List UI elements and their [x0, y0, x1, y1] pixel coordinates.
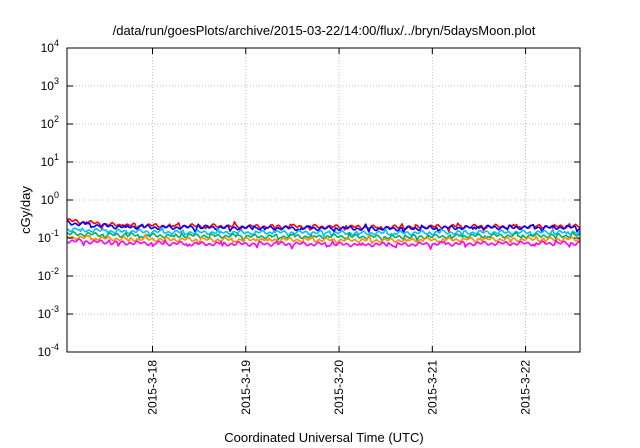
y-tick-label: 102 [41, 114, 59, 131]
plot-frame [66, 47, 581, 353]
x-axis: 2015-3-18 2015-3-19 2015-3-20 2015-3-21 2015… [146, 48, 533, 415]
y-tick-label: 103 [41, 76, 59, 93]
y-tick-label: 10-4 [38, 342, 59, 359]
y-axis: 10-4 10-3 10-2 10-1 100 101 102 103 104 [38, 38, 580, 359]
x-tick-label: 2015-3-21 [425, 360, 439, 415]
y-tick-label: 100 [41, 190, 59, 207]
chart-title: /data/run/goesPlots/archive/2015-03-22/1… [113, 23, 536, 38]
series-line [66, 233, 581, 247]
x-tick-label: 2015-3-18 [146, 360, 160, 415]
series-line [66, 218, 580, 233]
x-tick-label: 2015-3-20 [332, 360, 346, 415]
y-tick-label: 104 [41, 38, 59, 55]
grid [67, 48, 580, 352]
series-line [66, 238, 581, 250]
series-line [66, 230, 581, 243]
series-line [66, 226, 581, 239]
x-tick-label: 2015-3-22 [519, 360, 533, 415]
y-tick-label: 101 [41, 152, 59, 169]
y-tick-label: 10-1 [38, 228, 59, 245]
series-line [66, 220, 581, 234]
y-axis-label: cGy/day [18, 186, 33, 234]
y-tick-label: 10-3 [38, 304, 59, 321]
x-tick-label: 2015-3-19 [239, 360, 253, 415]
y-tick-label: 10-2 [38, 266, 59, 283]
x-axis-label: Coordinated Universal Time (UTC) [224, 430, 423, 445]
series-group [66, 218, 581, 250]
